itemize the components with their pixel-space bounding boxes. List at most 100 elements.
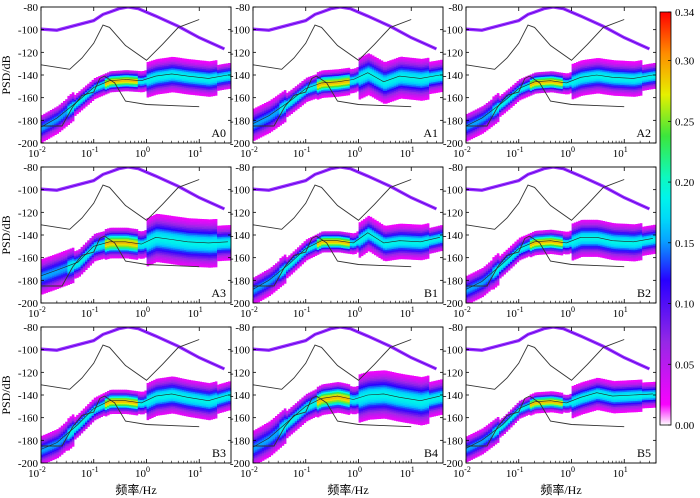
mode-curve — [253, 393, 440, 448]
y-tick-label: -160 — [230, 253, 251, 265]
x-tick-label: 10-1 — [506, 465, 524, 480]
colorbar-tick-label: 0.20 — [675, 177, 695, 189]
nlnm-curve — [466, 235, 625, 287]
upper-model-line — [41, 339, 200, 390]
y-tick-label: -120 — [230, 207, 251, 219]
x-tick-label: 100 — [135, 145, 150, 160]
nhnm-center-line — [466, 327, 650, 370]
colorbar-bar — [659, 11, 672, 426]
x-tick-label: 10-2 — [240, 145, 258, 160]
x-tick-label: 10-2 — [453, 465, 471, 480]
x-tick-label: 10-1 — [506, 145, 524, 160]
x-tick-label: 10-2 — [453, 305, 471, 320]
y-tick-label: -120 — [230, 367, 251, 379]
y-tick-label: -80 — [235, 322, 250, 334]
x-tick-label: 10-2 — [240, 465, 258, 480]
y-tick-label: -160 — [230, 413, 251, 425]
y-tick-label: -80 — [448, 322, 463, 334]
y-tick-label: -200 — [443, 458, 464, 470]
x-tick-label: 10-1 — [81, 305, 99, 320]
y-tick-label: -100 — [230, 185, 251, 197]
nlnm-curve — [41, 75, 200, 127]
x-tick-label: 10-1 — [81, 145, 99, 160]
y-tick-label: -160 — [18, 253, 39, 265]
colorbar-tick-label: 0.30 — [675, 56, 695, 68]
y-tick-label: -140 — [18, 70, 39, 82]
colorbar-tick-label: 0.15 — [675, 238, 695, 250]
y-tick-label: -160 — [443, 253, 464, 265]
nhnm-center-line — [41, 327, 225, 370]
x-tick-label: 101 — [188, 305, 203, 320]
y-tick-label: -180 — [18, 435, 39, 447]
y-tick-label: -100 — [443, 345, 464, 357]
nlnm-curve — [253, 75, 412, 127]
y-tick-label: -140 — [18, 390, 39, 402]
panel-label: B3 — [212, 446, 226, 460]
x-tick-label: 100 — [135, 305, 150, 320]
x-axis-labels: 频率/Hz 频率/Hz 频率/Hz — [115, 482, 581, 497]
x-tick-label: 101 — [400, 305, 415, 320]
nhnm-center-line — [41, 167, 225, 210]
mode-curve — [41, 73, 228, 128]
x-tick-label: 101 — [188, 465, 203, 480]
x-tick-label: 100 — [560, 305, 575, 320]
y-tick-label: -200 — [18, 298, 39, 310]
x-tick-label: 10-2 — [28, 305, 46, 320]
nlnm-curve — [41, 235, 200, 287]
mode-curve — [466, 392, 653, 449]
panel-label: B5 — [637, 446, 651, 460]
y-tick-label: -180 — [18, 115, 39, 127]
y-tick-label: -120 — [443, 367, 464, 379]
upper-model-line — [253, 19, 412, 70]
upper-model-line — [253, 339, 412, 390]
panel-label: A0 — [211, 126, 226, 140]
x-tick-label: 10-2 — [28, 465, 46, 480]
nhnm-center-line — [253, 7, 437, 50]
panel-label: A1 — [423, 126, 438, 140]
nhnm-center-line — [41, 7, 225, 50]
x-tick-label: 101 — [613, 145, 628, 160]
y-axis-title: PSD/dB — [0, 375, 13, 414]
y-tick-label: -80 — [448, 162, 463, 174]
y-tick-label: -180 — [443, 275, 464, 287]
x-axis-title: 频率/Hz — [115, 482, 156, 497]
y-tick-label: -160 — [18, 93, 39, 105]
y-tick-label: -160 — [443, 93, 464, 105]
colorbar-tick-label: 0.05 — [675, 359, 695, 371]
panel-label: A3 — [211, 286, 226, 300]
nlnm-curve — [253, 395, 412, 447]
y-tick-label: -160 — [18, 413, 39, 425]
upper-model-line — [41, 179, 200, 230]
y-tick-label: -140 — [18, 230, 39, 242]
y-tick-label: -140 — [230, 390, 251, 402]
x-tick-label: 100 — [347, 305, 362, 320]
y-tick-label: -140 — [230, 70, 251, 82]
upper-model-line — [41, 19, 200, 70]
y-tick-label: -80 — [235, 2, 250, 14]
y-tick-label: -80 — [23, 162, 38, 174]
x-tick-label: 10-2 — [240, 305, 258, 320]
x-tick-label: 101 — [188, 145, 203, 160]
y-tick-label: -180 — [443, 435, 464, 447]
mode-curve — [41, 236, 228, 277]
x-tick-label: 10-1 — [293, 305, 311, 320]
y-tick-label: -120 — [18, 367, 39, 379]
y-tick-label: -80 — [235, 162, 250, 174]
y-tick-label: -80 — [23, 322, 38, 334]
y-tick-label: -100 — [443, 25, 464, 37]
y-tick-label: -160 — [230, 93, 251, 105]
x-tick-label: 10-1 — [293, 145, 311, 160]
nhnm-center-line — [253, 167, 437, 210]
y-tick-label: -140 — [443, 230, 464, 242]
mode-curve — [253, 72, 440, 124]
y-tick-label: -140 — [230, 230, 251, 242]
colorbar-tick-label: 0.10 — [675, 299, 695, 311]
y-tick-label: -200 — [443, 298, 464, 310]
y-tick-label: -180 — [230, 275, 251, 287]
y-tick-label: -180 — [230, 435, 251, 447]
